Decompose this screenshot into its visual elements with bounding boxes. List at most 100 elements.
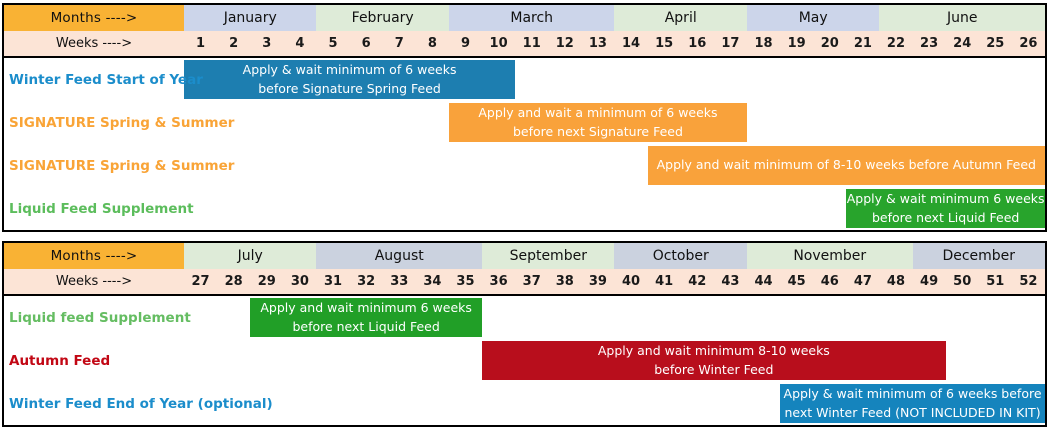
week-number: 16: [688, 36, 707, 51]
week-number: 12: [555, 36, 574, 51]
weeks-header-row: Weeks ----> 27 28 29 30 31 32 33 34 35 36 37 38 39 40…: [4, 269, 1045, 296]
row-signature-spring-1: SIGNATURE Spring & Summer Apply and wait…: [4, 101, 1045, 144]
weeks-header-label: Weeks ---->: [55, 274, 133, 289]
week-number: 28: [224, 274, 243, 289]
row-label-winter-feed-end: Winter Feed End of Year (optional): [9, 395, 273, 412]
week-number: 8: [427, 36, 437, 51]
bar-winter-feed-end: Apply & wait minimum of 6 weeks before n…: [780, 384, 1045, 423]
week-number: 39: [588, 274, 607, 289]
months-header-label: Months ---->: [4, 243, 184, 269]
bar-text-line: before Winter Feed: [654, 361, 774, 377]
bar-text-line: Apply & wait minimum of 6 weeks before: [783, 385, 1042, 401]
schedule-table-jan-jun: Months ----> January February March Apri…: [2, 3, 1047, 232]
week-number: 25: [986, 36, 1005, 51]
week-number: 26: [1019, 36, 1038, 51]
months-header-row: Months ----> July August September Octob…: [4, 243, 1045, 269]
week-number: 47: [853, 274, 872, 289]
week-number: 44: [754, 274, 773, 289]
week-number: 34: [423, 274, 442, 289]
week-number: 20: [820, 36, 839, 51]
week-number: 18: [754, 36, 773, 51]
month-cell-may: May: [746, 5, 880, 31]
bar-text-line: before Signature Spring Feed: [258, 80, 441, 96]
month-cell-july: July: [184, 243, 317, 269]
row-label-signature-spring-2: SIGNATURE Spring & Summer: [9, 157, 235, 174]
week-number: 49: [920, 274, 939, 289]
week-number: 22: [886, 36, 906, 51]
bar-text-line: Apply and wait minimum 6 weeks: [260, 299, 472, 315]
week-number: 36: [489, 274, 508, 289]
row-label-autumn-feed: Autumn Feed: [9, 352, 111, 369]
week-number: 41: [655, 274, 674, 289]
week-number: 42: [688, 274, 707, 289]
week-number: 35: [456, 274, 475, 289]
bar-signature-spring-2: Apply and wait minimum of 8-10 weeks bef…: [647, 146, 1045, 185]
week-number: 19: [787, 36, 806, 51]
week-number: 43: [721, 274, 740, 289]
month-cell-november: November: [746, 243, 913, 269]
week-number: 50: [953, 274, 972, 289]
bar-text-line: before next Liquid Feed: [871, 209, 1020, 225]
bar-text-line: Apply & wait minimum of 6 weeks: [242, 61, 457, 77]
row-winter-feed-end: Winter Feed End of Year (optional) Apply…: [4, 382, 1045, 425]
month-cell-october: October: [614, 243, 747, 269]
week-number: 48: [886, 274, 906, 289]
row-label-liquid-feed-bottom: Liquid feed Supplement: [9, 309, 191, 326]
row-autumn-feed: Autumn Feed Apply and wait minimum 8-10 …: [4, 339, 1045, 382]
week-number: 1: [196, 36, 206, 51]
bar-text-line: Apply & wait minimum 6 weeks: [846, 190, 1045, 206]
week-number: 33: [390, 274, 409, 289]
week-number: 32: [357, 274, 376, 289]
month-cell-january: January: [184, 5, 317, 31]
row-label-liquid-feed-top: Liquid Feed Supplement: [9, 200, 194, 217]
row-liquid-feed-top: Liquid Feed Supplement Apply & wait mini…: [4, 187, 1045, 230]
months-header-label: Months ---->: [4, 5, 184, 31]
month-cell-june: June: [879, 5, 1045, 31]
week-number: 52: [1019, 274, 1038, 289]
weeks-header-row: Weeks ----> 1 2 3 4 5 6 7 8 9 10 11 12 13 14 15 16 17 18 1…: [4, 31, 1045, 58]
bar-winter-feed-start: Apply & wait minimum of 6 weeks before S…: [184, 60, 516, 99]
week-number: 5: [328, 36, 338, 51]
row-label-winter-feed-start: Winter Feed Start of Year: [9, 71, 203, 88]
week-number: 23: [920, 36, 939, 51]
month-cell-december: December: [912, 243, 1045, 269]
week-number: 37: [522, 274, 541, 289]
week-number: 21: [853, 36, 872, 51]
row-winter-feed-start: Winter Feed Start of Year Apply & wait m…: [4, 58, 1045, 101]
row-liquid-feed-bottom: Liquid feed Supplement Apply and wait mi…: [4, 296, 1045, 339]
week-number: 31: [323, 274, 343, 289]
bar-liquid-feed-top: Apply & wait minimum 6 weeks before next…: [846, 189, 1045, 228]
week-number: 45: [787, 274, 806, 289]
week-number: 27: [191, 274, 210, 289]
bar-text-line: Apply and wait minimum 8-10 weeks: [597, 342, 830, 358]
months-header-row: Months ----> January February March Apri…: [4, 5, 1045, 31]
week-number: 40: [622, 274, 641, 289]
bar-signature-spring-1: Apply and wait a minimum of 6 weeks befo…: [448, 103, 747, 142]
week-number: 4: [295, 36, 305, 51]
week-number: 38: [555, 274, 574, 289]
bar-autumn-feed: Apply and wait minimum 8-10 weeks before…: [482, 341, 946, 380]
week-number: 6: [361, 36, 371, 51]
weeks-header-label: Weeks ---->: [55, 36, 133, 51]
bar-text-line: Apply and wait minimum of 8-10 weeks bef…: [656, 157, 1036, 173]
week-number: 2: [229, 36, 239, 51]
week-number: 51: [986, 274, 1005, 289]
month-cell-april: April: [614, 5, 747, 31]
week-number: 29: [257, 274, 276, 289]
row-signature-spring-2: SIGNATURE Spring & Summer Apply and wait…: [4, 144, 1045, 187]
week-number: 3: [262, 36, 272, 51]
bar-text-line: next Winter Feed (NOT INCLUDED IN KIT): [784, 404, 1041, 420]
week-number: 7: [394, 36, 404, 51]
week-number: 30: [290, 274, 309, 289]
week-number: 15: [655, 36, 674, 51]
week-number: 14: [622, 36, 641, 51]
month-cell-august: August: [316, 243, 483, 269]
week-number: 11: [522, 36, 541, 51]
month-cell-september: September: [482, 243, 615, 269]
month-cell-march: March: [448, 5, 615, 31]
week-number: 17: [721, 36, 740, 51]
month-cell-february: February: [316, 5, 449, 31]
week-number: 10: [489, 36, 508, 51]
bar-text-line: before next Signature Feed: [512, 123, 683, 139]
week-number: 13: [588, 36, 607, 51]
